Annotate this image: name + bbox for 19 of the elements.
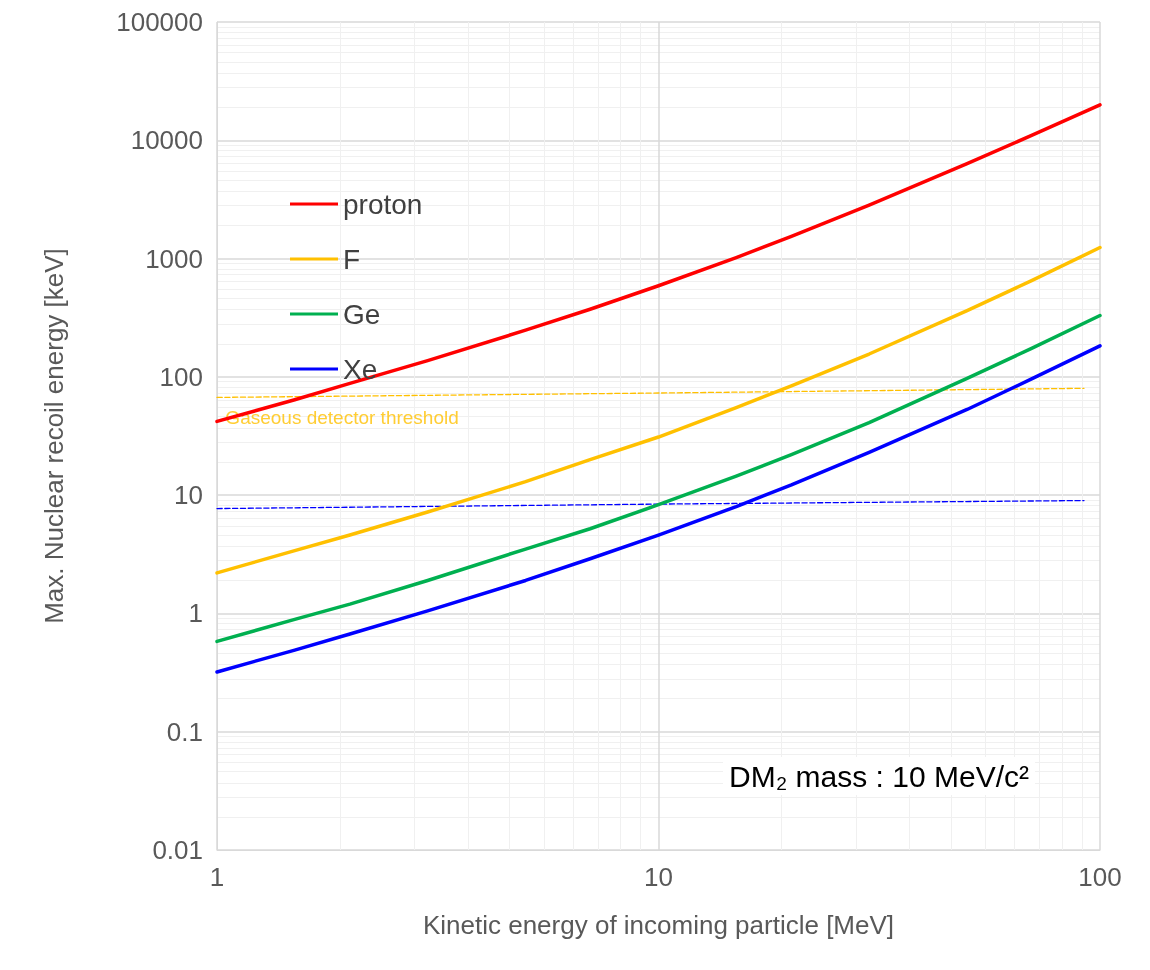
legend-label: F: [343, 243, 361, 275]
y-tick-label: 1000: [145, 243, 203, 274]
y-tick-label: 10000: [130, 125, 203, 156]
y-tick-label: 100000: [116, 7, 203, 37]
y-tick-label: 100: [159, 361, 203, 392]
x-tick-label: 1: [209, 862, 225, 892]
y-tick-label: 10: [174, 480, 203, 511]
legend-label: Ge: [343, 298, 381, 330]
y-tick-label: 0.1: [166, 716, 203, 747]
y-tick-label: 1: [188, 598, 203, 629]
x-tick-label: 100: [1078, 862, 1122, 892]
legend-label: proton: [343, 188, 423, 220]
annotation: DM₂ mass : 10 MeV/c²: [728, 759, 1030, 793]
x-tick-label: 10: [644, 862, 673, 892]
y-axis-title: Max. Nuclear recoil energy [keV]: [39, 248, 69, 624]
x-axis-title: Kinetic energy of incoming particle [MeV]: [422, 910, 895, 940]
annotation: Gaseous detector threshold: [225, 407, 459, 429]
legend-label: Xe: [343, 353, 378, 385]
y-tick-label: 0.01: [152, 835, 203, 865]
